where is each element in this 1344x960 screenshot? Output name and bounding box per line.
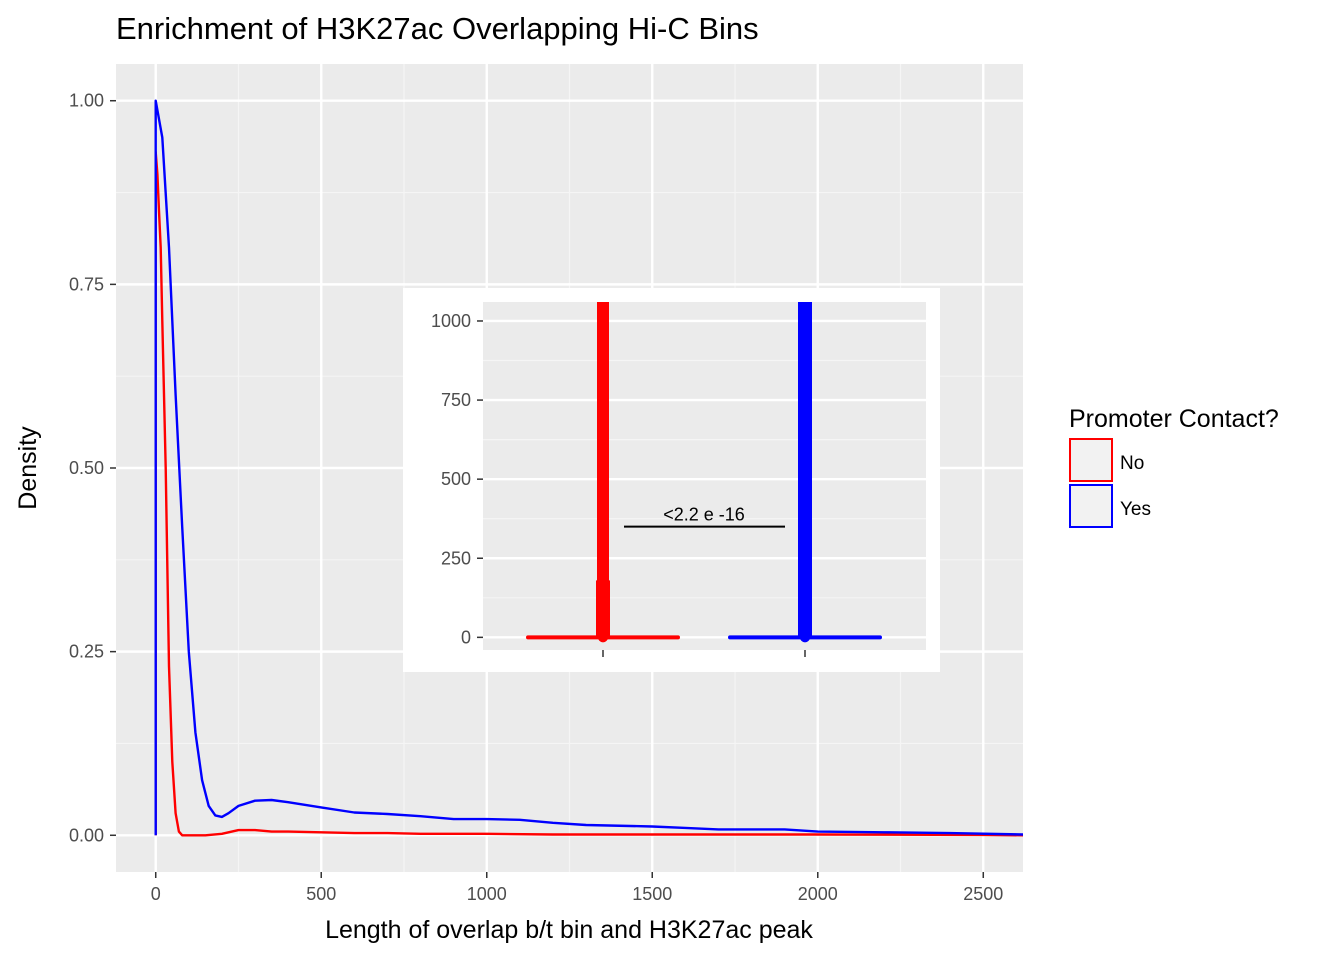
y-tick-label: 0.50: [69, 458, 104, 478]
inset-y-tick-label: 0: [461, 627, 471, 647]
x-tick-label: 1500: [632, 884, 672, 904]
legend-key-no: [1069, 438, 1113, 482]
inset-y-tick-label: 250: [441, 548, 471, 568]
chart-title: Enrichment of H3K27ac Overlapping Hi-C B…: [116, 11, 759, 46]
x-tick-label: 0: [151, 884, 161, 904]
x-tick-label: 2500: [963, 884, 1003, 904]
y-tick-label: 0.75: [69, 274, 104, 294]
dense-outliers-no: [596, 580, 610, 638]
x-tick-label: 2000: [798, 884, 838, 904]
x-tick-label: 500: [306, 884, 336, 904]
box-point-no: [598, 632, 608, 643]
significance-label: <2.2 e -16: [663, 505, 745, 525]
density-line-no: [154, 150, 1023, 837]
y-tick-label: 1.00: [69, 91, 104, 111]
dense-outliers-yes: [798, 302, 812, 638]
inset-boxplot: 0 250 500 750 1000 <2.2 e -16: [403, 288, 940, 672]
inset-y-tick-label: 500: [441, 469, 471, 489]
legend-title: Promoter Contact?: [1069, 405, 1279, 433]
density-line-yes: [154, 99, 1023, 836]
y-tick-label: 0.25: [69, 642, 104, 662]
legend-key-yes: [1069, 484, 1113, 528]
y-axis-title: Density: [14, 426, 42, 510]
x-tick-label: 1000: [467, 884, 507, 904]
y-tick-label: 0.00: [69, 825, 104, 845]
legend: Promoter Contact? No Yes: [1069, 405, 1279, 528]
inset-y-tick-label: 750: [441, 390, 471, 410]
x-axis-title: Length of overlap b/t bin and H3K27ac pe…: [325, 916, 813, 944]
outlier-column-no: [597, 302, 609, 638]
legend-label-no: No: [1120, 453, 1144, 474]
inset-y-tick-label: 1000: [431, 311, 471, 331]
legend-label-yes: Yes: [1120, 499, 1151, 520]
box-point-yes: [800, 632, 810, 643]
